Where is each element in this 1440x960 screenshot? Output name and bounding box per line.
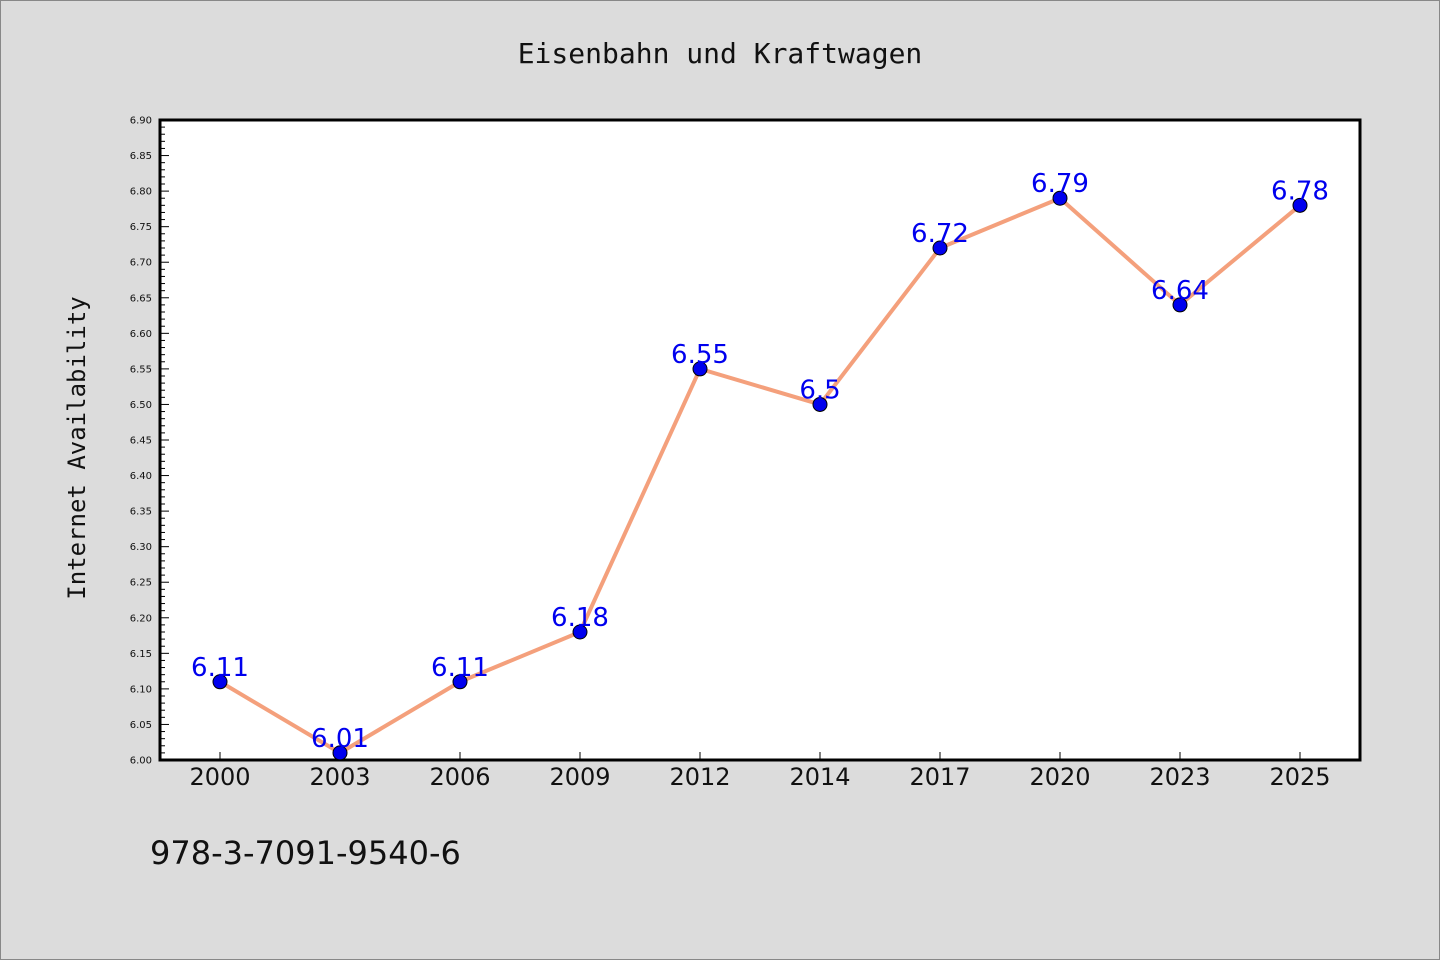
y-tick-label: 6.00: [130, 756, 152, 767]
y-tick-label: 6.90: [130, 116, 152, 127]
y-tick-label: 6.70: [130, 258, 152, 269]
data-label: 6.11: [191, 653, 249, 683]
x-tick-label: 2020: [1029, 763, 1090, 791]
x-axis: 2000 2003 2006 2009 2012 2014 2017 2020 2023 2025: [189, 752, 1331, 791]
x-tick-label: 2009: [549, 763, 610, 791]
x-tick-label: 2025: [1269, 763, 1330, 791]
data-label: 6.18: [551, 603, 609, 633]
series-line: [218, 196, 1302, 755]
x-tick-label: 2017: [909, 763, 970, 791]
data-label: 6.79: [1031, 169, 1089, 199]
y-tick-label: 6.55: [130, 364, 152, 375]
data-point: [332, 745, 348, 761]
data-point: [692, 361, 708, 377]
data-point: [1292, 197, 1308, 213]
x-tick-label: 2006: [429, 763, 490, 791]
y-tick-label: 6.15: [130, 649, 152, 660]
x-tick-label: 2012: [669, 763, 730, 791]
data-label: 6.55: [671, 340, 729, 370]
data-label: 6.5: [799, 375, 840, 405]
y-tick-label: 6.80: [130, 187, 152, 198]
data-point: [932, 240, 948, 256]
series-layer: 6.11 6.01 6.11 6.18 6.55 6.5 6.72 6.79 6.64 6.78: [191, 169, 1329, 761]
data-point: [1052, 190, 1068, 206]
chart-title: Eisenbahn und Kraftwagen: [518, 37, 923, 70]
y-tick-label: 6.75: [130, 222, 152, 233]
data-point: [572, 624, 588, 640]
y-tick-label: 6.25: [130, 578, 152, 589]
x-tick-label: 2003: [309, 763, 370, 791]
x-tick-label: 2000: [189, 763, 250, 791]
y-tick-label: 6.60: [130, 329, 152, 340]
y-axis-label: Internet Availability: [63, 296, 91, 599]
data-label: 6.72: [911, 219, 969, 249]
data-label: 6.64: [1151, 276, 1209, 306]
y-tick-label: 6.10: [130, 684, 152, 695]
footer-isbn: 978-3-7091-9540-6: [150, 834, 461, 872]
data-label: 6.78: [1271, 176, 1329, 206]
y-tick-label: 6.05: [130, 720, 152, 731]
data-point: [212, 674, 228, 690]
y-tick-label: 6.50: [130, 400, 152, 411]
data-point: [452, 674, 468, 690]
plot-area: [158, 118, 1362, 762]
data-label: 6.11: [431, 653, 489, 683]
y-tick-label: 6.85: [130, 151, 152, 162]
x-tick-label: 2023: [1149, 763, 1210, 791]
y-tick-label: 6.20: [130, 613, 152, 624]
y-tick-label: 6.40: [130, 471, 152, 482]
y-tick-label: 6.35: [130, 507, 152, 518]
y-axis: 6.00 6.05 6.10 6.15 6.20 6.25 6.30 6.35 6.40 6.45…: [130, 116, 169, 767]
y-tick-label: 6.30: [130, 542, 152, 553]
data-point: [1172, 297, 1188, 313]
y-tick-label: 6.45: [130, 436, 152, 447]
data-point: [812, 396, 828, 412]
y-tick-label: 6.65: [130, 293, 152, 304]
x-tick-label: 2014: [789, 763, 850, 791]
data-label: 6.01: [311, 724, 369, 754]
